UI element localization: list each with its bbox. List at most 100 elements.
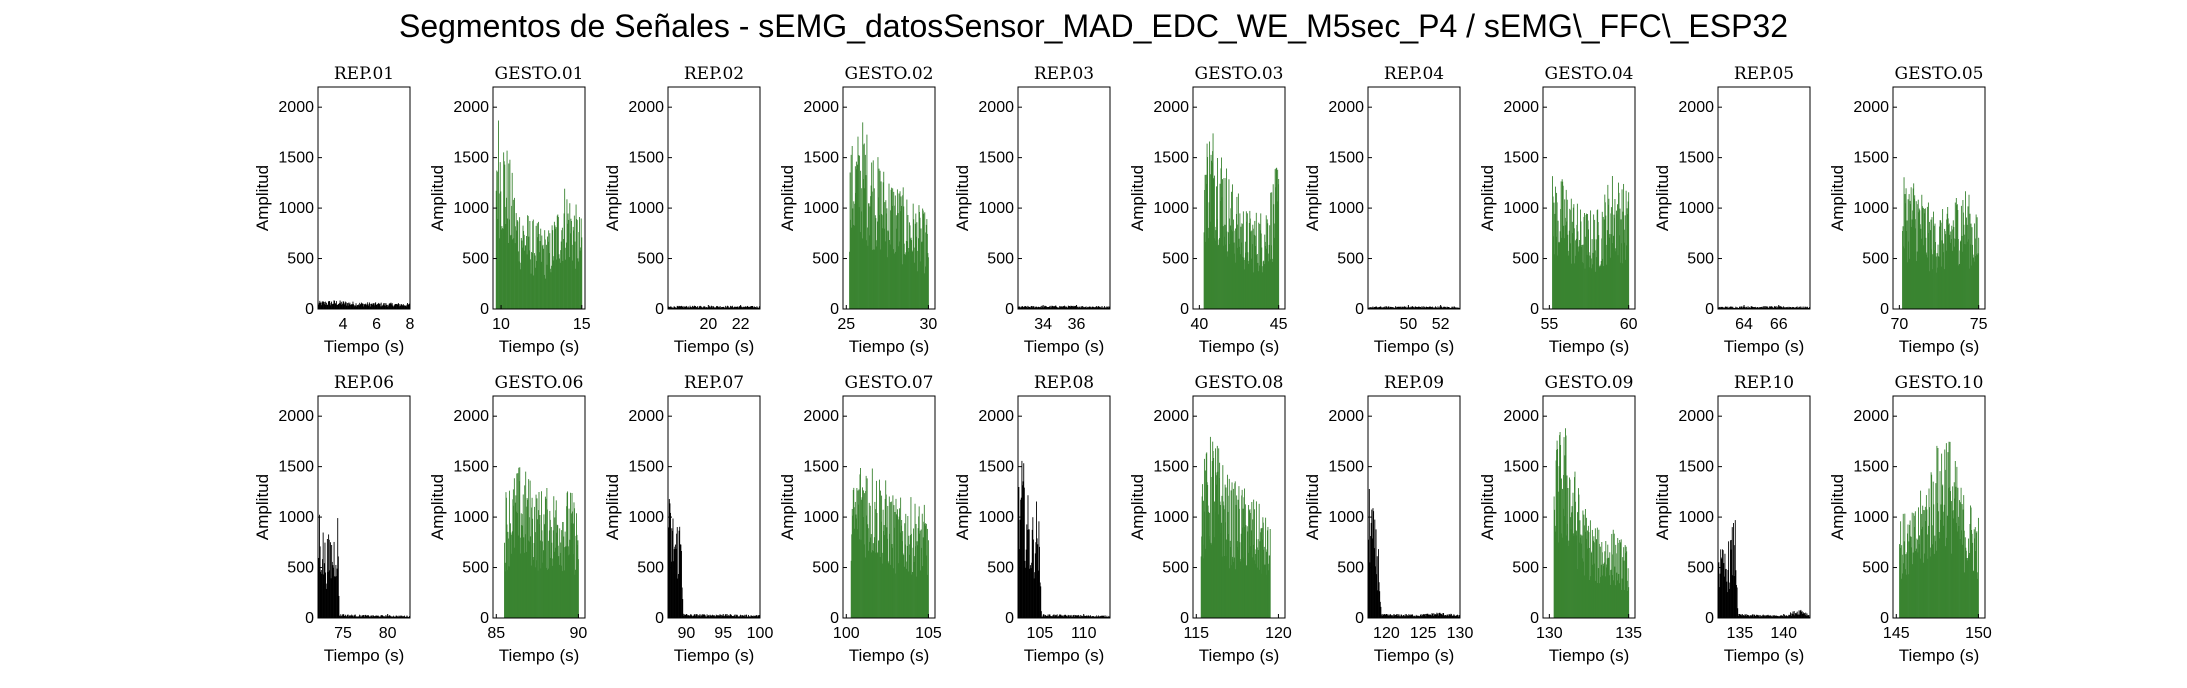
y-tick-label: 500 [287,560,314,577]
x-tick-label: 90 [678,625,696,642]
x-tick-label: 52 [1432,316,1450,333]
y-axis-label: Amplitud [778,474,797,540]
y-tick-label: 2000 [1678,408,1714,425]
subplot-rep_05: 0 500 1000 1500 2000 64 66 REP.05 Tiempo (s) Ampl… [1653,64,1811,356]
axes-box [1367,86,1461,310]
subplot-gesto_09: 0 500 1000 1500 2000 130 135 GESTO.09 Tiempo (s)… [1478,373,1642,665]
signal-series [504,467,579,618]
y-tick-label: 0 [1355,301,1364,318]
subplot-rep_06: 0 500 1000 1500 2000 75 80 REP.06 Tiempo (s) Ampl… [253,373,411,665]
y-axis-label: Amplitud [1828,474,1847,540]
x-axis-label: Tiempo (s) [849,646,930,665]
y-axis-label: Amplitud [1478,165,1497,231]
y-tick-label: 500 [287,251,314,268]
y-tick-label: 2000 [1328,99,1364,116]
y-tick-label: 1000 [1328,200,1364,217]
x-tick-label: 6 [372,316,381,333]
subplot-rep_03: 0 500 1000 1500 2000 34 36 REP.03 Tiempo (s) Ampl… [953,64,1111,356]
y-tick-label: 1500 [628,459,664,476]
y-tick-label: 2000 [453,99,489,116]
axes-box [1192,86,1286,310]
x-tick-label: 100 [747,625,774,642]
axes-box [492,395,586,619]
x-tick-label: 70 [1890,316,1908,333]
y-tick-label: 2000 [978,408,1014,425]
y-tick-label: 1500 [1678,150,1714,167]
subplot-title: GESTO.08 [1195,373,1284,393]
y-tick-label: 2000 [1153,408,1189,425]
x-tick-label: 105 [1027,625,1054,642]
y-tick-label: 0 [830,301,839,318]
x-tick-label: 22 [732,316,750,333]
x-tick-label: 50 [1399,316,1417,333]
x-tick-label: 130 [1536,625,1563,642]
y-tick-label: 1500 [1153,150,1189,167]
y-tick-label: 1000 [1678,200,1714,217]
y-tick-label: 2000 [803,99,839,116]
x-tick-label: 75 [334,625,352,642]
y-tick-label: 500 [987,560,1014,577]
signal-series [1718,520,1811,618]
subplot-title: GESTO.10 [1895,373,1984,393]
y-tick-label: 500 [1862,560,1889,577]
axes-box [1017,395,1111,619]
signal-series [1552,175,1630,309]
y-tick-label: 1500 [978,150,1014,167]
subplot-title: REP.05 [1734,64,1794,84]
y-tick-label: 0 [830,610,839,627]
y-tick-label: 1500 [1503,459,1539,476]
y-tick-label: 2000 [1503,99,1539,116]
y-tick-label: 1500 [1328,150,1364,167]
axes-box [842,86,936,310]
axes-box [1542,86,1636,310]
signal-series [668,499,761,618]
y-tick-label: 2000 [978,99,1014,116]
y-tick-label: 0 [305,301,314,318]
subplot-title: GESTO.07 [845,373,934,393]
y-axis-label: Amplitud [1653,165,1672,231]
subplot-title: GESTO.05 [1895,64,1984,84]
axes-box [667,395,761,619]
y-tick-label: 1000 [453,509,489,526]
y-tick-label: 0 [1180,301,1189,318]
x-tick-label: 55 [1540,316,1558,333]
y-tick-label: 1500 [1853,459,1889,476]
signal-series [1017,305,1111,309]
subplot-title: REP.07 [684,373,744,393]
signal-series [1203,133,1280,309]
signal-series [849,122,929,309]
subplot-title: REP.03 [1034,64,1094,84]
y-tick-label: 2000 [453,408,489,425]
x-tick-label: 105 [915,625,942,642]
y-axis-label: Amplitud [953,165,972,231]
x-tick-label: 110 [1071,625,1097,642]
figure-title: Segmentos de Señales - sEMG_datosSensor_… [398,8,1789,44]
y-tick-label: 500 [1162,560,1189,577]
x-tick-label: 120 [1373,625,1400,642]
y-tick-label: 1000 [278,509,314,526]
y-tick-label: 0 [480,301,489,318]
y-tick-label: 500 [1687,251,1714,268]
subplot-title: GESTO.06 [495,373,584,393]
x-tick-label: 90 [570,625,588,642]
x-tick-label: 120 [1265,625,1292,642]
y-axis-label: Amplitud [253,165,272,231]
y-tick-label: 0 [1530,301,1539,318]
y-tick-label: 500 [462,560,489,577]
y-tick-label: 1000 [1853,200,1889,217]
y-tick-label: 1000 [803,509,839,526]
y-tick-label: 2000 [1153,99,1189,116]
y-tick-label: 1500 [978,459,1014,476]
y-tick-label: 1000 [453,200,489,217]
subplot-gesto_07: 0 500 1000 1500 2000 100 105 GESTO.07 Tiempo (s)… [778,373,942,665]
x-axis-label: Tiempo (s) [1724,646,1805,665]
x-axis-label: Tiempo (s) [499,646,580,665]
y-tick-label: 2000 [1678,99,1714,116]
y-tick-label: 1000 [1503,200,1539,217]
y-tick-label: 1500 [628,150,664,167]
y-tick-label: 500 [637,560,664,577]
signal-series [318,514,411,618]
y-tick-label: 0 [1530,610,1539,627]
x-axis-label: Tiempo (s) [1724,337,1805,356]
axes-box [492,86,586,310]
